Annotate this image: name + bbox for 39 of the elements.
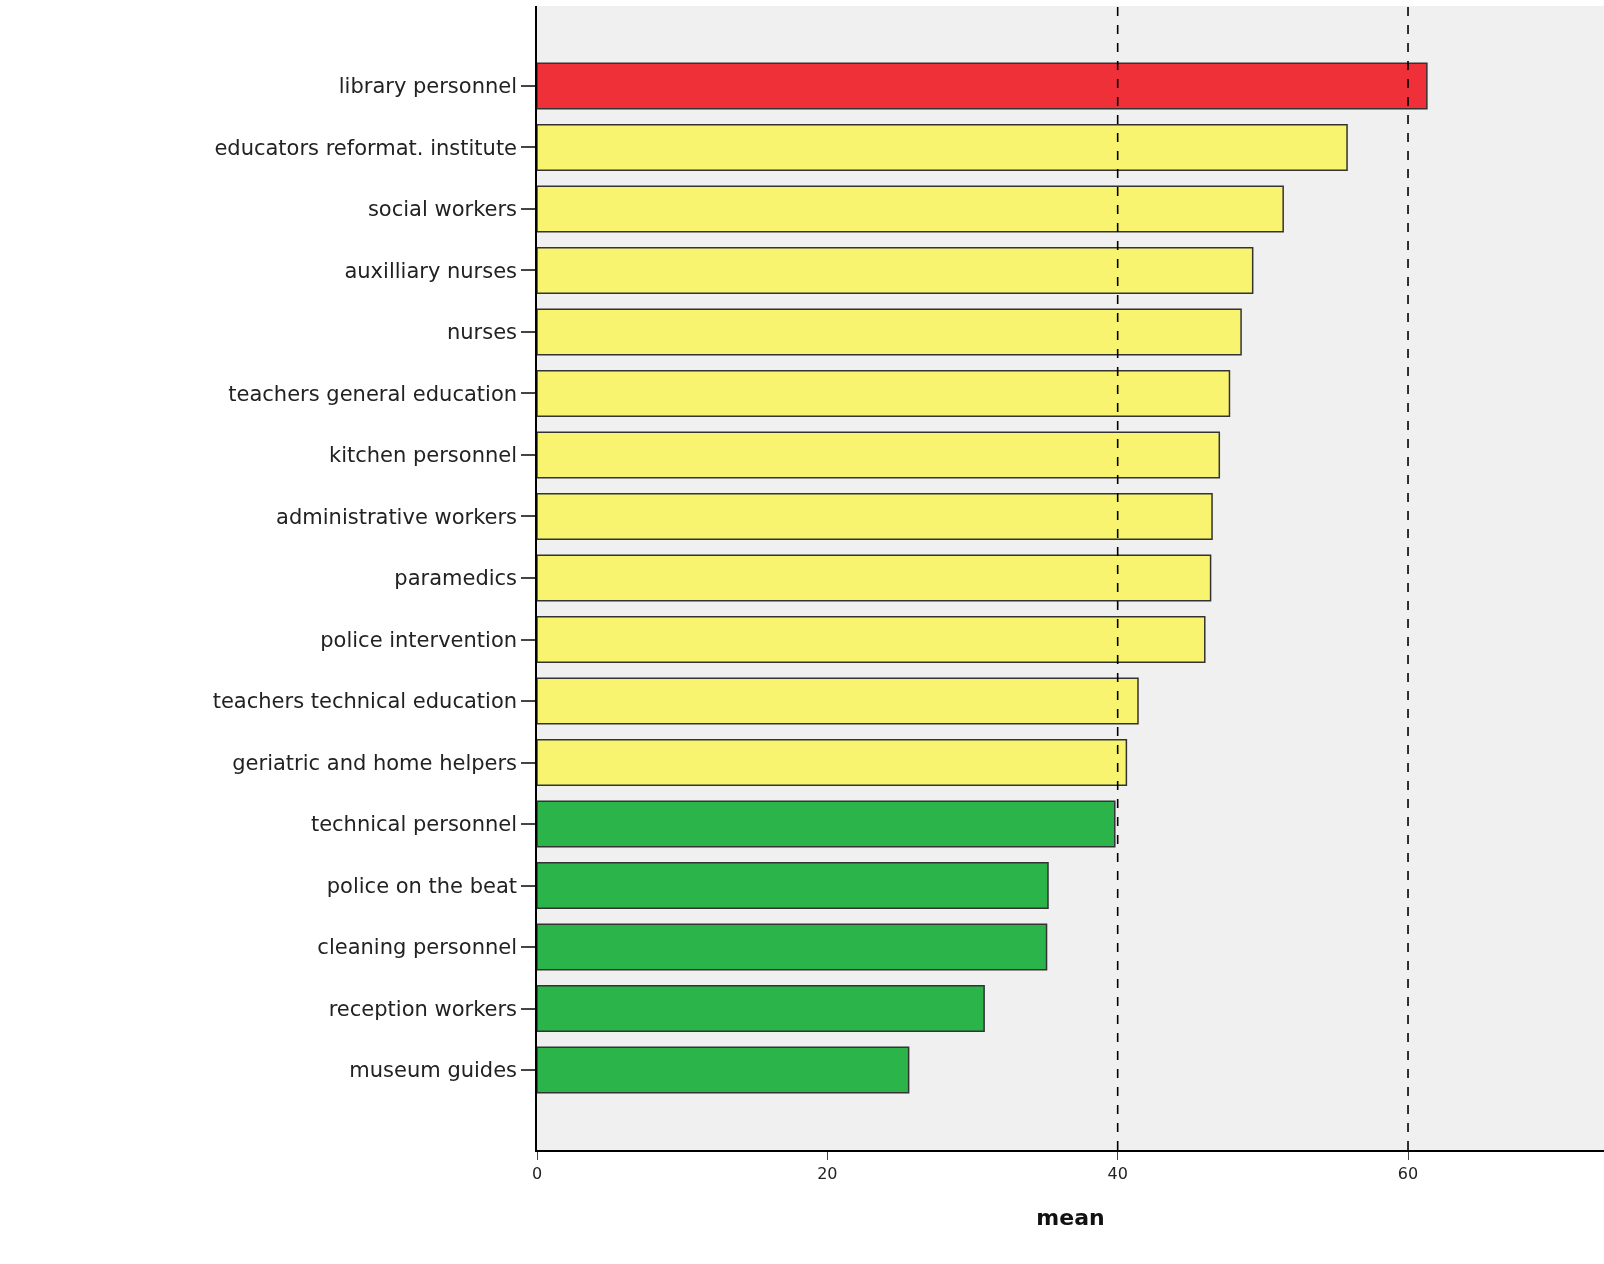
bar: [537, 739, 1128, 787]
bar: [537, 616, 1206, 664]
y-tick-label: kitchen personnel: [329, 443, 518, 468]
x-tick-label: 20: [817, 1163, 838, 1183]
y-tick-label: police intervention: [320, 627, 518, 652]
y-tick-label: teachers general education: [228, 381, 518, 406]
y-tick-label: geriatric and home helpers: [232, 750, 518, 775]
bar: [537, 62, 1428, 110]
bar: [537, 862, 1049, 910]
bar: [537, 492, 1213, 540]
x-tick-label: 40: [1107, 1163, 1128, 1183]
x-tick-label: 60: [1397, 1163, 1419, 1183]
bar: [537, 985, 985, 1033]
y-tick-label: nurses: [446, 320, 518, 345]
y-tick-label: museum guides: [349, 1058, 518, 1083]
bar: [537, 246, 1254, 294]
y-tick-label: reception workers: [328, 996, 518, 1021]
y-tick-label: technical personnel: [310, 812, 518, 837]
bar: [537, 123, 1348, 171]
y-tick-label: cleaning personnel: [317, 935, 518, 960]
bar: [537, 800, 1116, 848]
y-tick-label: social workers: [367, 197, 518, 222]
bar: [537, 369, 1231, 417]
y-tick-label: paramedics: [394, 566, 518, 591]
bar: [537, 185, 1284, 233]
bar: [537, 677, 1139, 725]
y-tick-label: auxilliary nurses: [344, 258, 518, 283]
y-tick-label: educators reformat. institute: [214, 135, 518, 160]
x-axis-title: mean: [1036, 1205, 1105, 1231]
bar: [537, 554, 1212, 602]
y-tick-label: administrative workers: [276, 504, 518, 529]
bar: [537, 431, 1221, 479]
bar: [537, 308, 1242, 356]
bar: [537, 923, 1048, 971]
bar: [537, 1046, 910, 1094]
y-tick-label: police on the beat: [326, 873, 518, 898]
x-tick-label: 0: [531, 1163, 543, 1183]
y-tick-label: teachers technical education: [212, 689, 518, 714]
y-tick-label: library personnel: [338, 74, 518, 99]
